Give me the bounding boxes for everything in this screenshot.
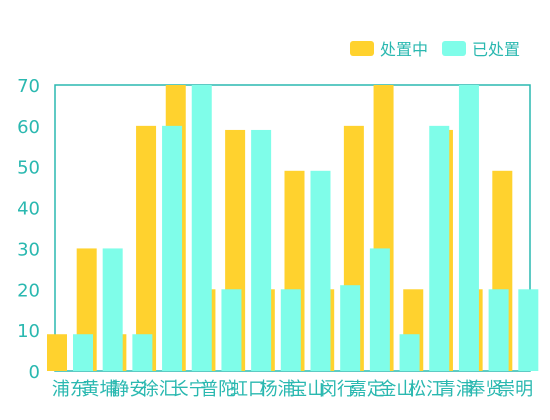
bar-series-2 [399, 334, 420, 371]
x-tick-label: 奉贤 [467, 379, 503, 400]
x-tick-label: 青浦 [438, 379, 474, 400]
bar-series-2 [251, 129, 272, 371]
x-tick-label: 宝山 [289, 379, 325, 400]
bar-series-2 [310, 170, 331, 371]
legend-swatch-series-1 [349, 40, 374, 56]
x-tick-label: 虹口 [230, 379, 266, 400]
bar-series-2 [488, 289, 509, 371]
x-tick-label: 普陀 [200, 379, 236, 400]
y-tick-label: 70 [17, 76, 40, 97]
x-tick-label: 徐汇 [141, 379, 177, 400]
chart-legend: 处置中 已处置 [349, 36, 520, 60]
y-tick-label: 50 [17, 158, 40, 179]
x-tick-label: 静安 [111, 379, 147, 400]
legend-label-series-2: 已处置 [471, 40, 520, 59]
bar-series-2 [369, 248, 390, 371]
legend-swatch-series-2 [441, 40, 466, 56]
x-tick-label: 松江 [408, 379, 444, 400]
x-tick-label: 黄埔 [82, 379, 118, 400]
bar-series-2 [458, 85, 479, 371]
bar-series-1 [47, 334, 67, 371]
bar-series-2 [518, 289, 539, 371]
x-tick-label: 闵行 [319, 379, 355, 400]
y-tick-label: 40 [17, 199, 40, 220]
bar-series-2 [191, 85, 212, 371]
bar-series-2 [102, 248, 123, 371]
legend-label-series-1: 处置中 [379, 40, 428, 59]
bar-series-2 [132, 334, 153, 371]
x-tick-label: 长宁 [171, 379, 207, 400]
y-tick-label: 30 [17, 239, 40, 260]
x-tick-label: 崇明 [497, 379, 533, 400]
bar-series-2 [221, 289, 242, 371]
y-tick-label: 10 [17, 321, 40, 342]
x-tick-label: 浦东 [52, 379, 88, 400]
bar-series-1 [136, 125, 157, 371]
x-tick-label: 金山 [378, 379, 414, 400]
y-tick-label: 60 [17, 117, 40, 138]
x-tick-label: 嘉定 [349, 379, 385, 400]
bar-series-2 [429, 125, 450, 371]
legend-item-series-1[interactable]: 处置中 [349, 36, 428, 60]
legend-item-series-2[interactable]: 已处置 [441, 36, 520, 60]
bar-series-2 [73, 334, 93, 371]
y-tick-label: 20 [17, 280, 40, 301]
bar-series-2 [280, 289, 301, 371]
x-tick-label: 杨浦 [260, 379, 296, 400]
bar-series-2 [340, 285, 361, 371]
y-tick-label: 0 [29, 362, 40, 383]
bar-series-2 [162, 125, 183, 371]
